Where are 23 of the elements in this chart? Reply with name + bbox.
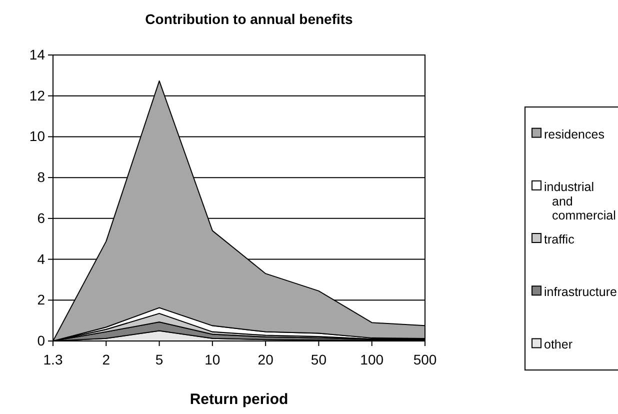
y-tick-label: 12 — [29, 87, 46, 104]
legend-label: residences — [544, 127, 604, 142]
legend-label: infrastructure — [544, 285, 617, 300]
x-tick-label: 100 — [360, 351, 384, 368]
x-tick-label: 20 — [258, 351, 274, 368]
legend-label: industrial and commercial — [544, 180, 616, 223]
x-tick-label: 50 — [310, 351, 327, 368]
y-tick-label: 14 — [29, 46, 46, 62]
x-tick-label: 10 — [204, 351, 220, 368]
y-tick-label: 6 — [37, 210, 46, 226]
legend-label: other — [544, 338, 572, 352]
y-tick-label: 8 — [37, 169, 46, 186]
x-tick-label: 1.3 — [43, 351, 63, 368]
x-tick-label: 500 — [413, 351, 437, 368]
y-tick-label: 10 — [29, 128, 46, 144]
y-tick-label: 2 — [37, 292, 46, 308]
x-tick-label: 5 — [155, 351, 164, 368]
chart-title: Contribution to annual benefits — [145, 11, 354, 27]
x-axis-title: Return period — [190, 391, 288, 408]
y-tick-label: 4 — [37, 250, 46, 267]
y-tick-label: 0 — [37, 332, 46, 348]
legend-label: traffic — [544, 232, 574, 246]
x-tick-label: 2 — [102, 351, 110, 368]
